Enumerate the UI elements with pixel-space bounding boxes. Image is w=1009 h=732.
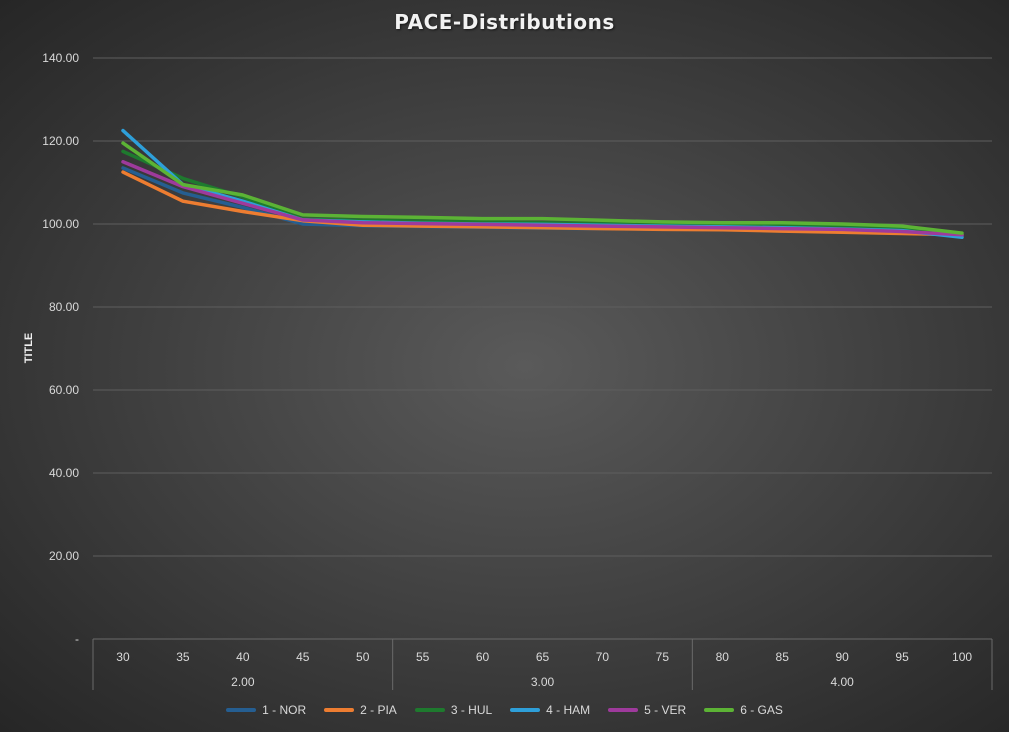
y-tick-label: 40.00 <box>49 466 79 480</box>
series-line <box>121 141 964 235</box>
x-tick-label: 55 <box>416 650 430 664</box>
series-line <box>121 170 964 237</box>
y-tick-label: 60.00 <box>49 383 79 397</box>
y-axis-title: TITLE <box>23 332 35 364</box>
x-tick-label: 95 <box>895 650 909 664</box>
legend-swatch <box>414 708 445 712</box>
legend-label: 1 - NOR <box>262 703 307 717</box>
legend-item: 5 - VER <box>608 703 686 717</box>
legend-item: 4 - HAM <box>510 703 590 717</box>
x-tick-label: 85 <box>776 650 790 664</box>
y-tick-label: - <box>75 632 79 646</box>
x-tick-label: 75 <box>656 650 670 664</box>
x-tick-label: 80 <box>716 650 730 664</box>
x-tick-label: 60 <box>476 650 490 664</box>
x-tick-label: 70 <box>596 650 610 664</box>
y-tick-label: 120.00 <box>42 134 79 148</box>
legend-item: 6 - GAS <box>704 703 783 717</box>
legend-label: 6 - GAS <box>740 703 783 717</box>
x-tick-label: 90 <box>835 650 849 664</box>
y-tick-label: 80.00 <box>49 300 79 314</box>
legend-swatch <box>226 708 257 712</box>
legend-swatch <box>704 708 735 712</box>
legend-item: 3 - HUL <box>414 703 493 717</box>
chart-title: PACE-Distributions <box>394 10 615 34</box>
legend-swatch <box>608 708 639 712</box>
y-tick-label: 140.00 <box>42 51 79 65</box>
legend-item: 2 - PIA <box>324 703 397 717</box>
legend-label: 3 - HUL <box>450 703 493 717</box>
series-line <box>121 160 964 237</box>
x-tick-label: 40 <box>236 650 250 664</box>
legend-label: 5 - VER <box>644 703 687 717</box>
legend-label: 4 - HAM <box>546 703 591 717</box>
x-tick-label: 30 <box>116 650 130 664</box>
x-tick-label: 65 <box>536 650 550 664</box>
plot-area: - 20.00 40.00 60.00 80.00 100.00 120.00 140.00 3… <box>42 51 993 690</box>
x-tick-label: 100 <box>952 650 972 664</box>
legend-swatch <box>324 708 355 712</box>
legend: 1 - NOR 2 - PIA 3 - HUL 4 - HAM 5 - VER 6 - G… <box>0 703 1009 717</box>
x-group-label: 3.00 <box>531 675 555 689</box>
x-group-label: 2.00 <box>231 675 255 689</box>
legend-swatch <box>510 708 541 712</box>
x-tick-label: 35 <box>176 650 190 664</box>
legend-label: 2 - PIA <box>360 703 397 717</box>
x-tick-label: 45 <box>296 650 310 664</box>
legend-item: 1 - NOR <box>226 703 306 717</box>
x-tick-label: 50 <box>356 650 370 664</box>
y-tick-label: 20.00 <box>49 549 79 563</box>
y-tick-label: 100.00 <box>42 217 79 231</box>
x-group-label: 4.00 <box>830 675 854 689</box>
series-line <box>121 149 964 236</box>
